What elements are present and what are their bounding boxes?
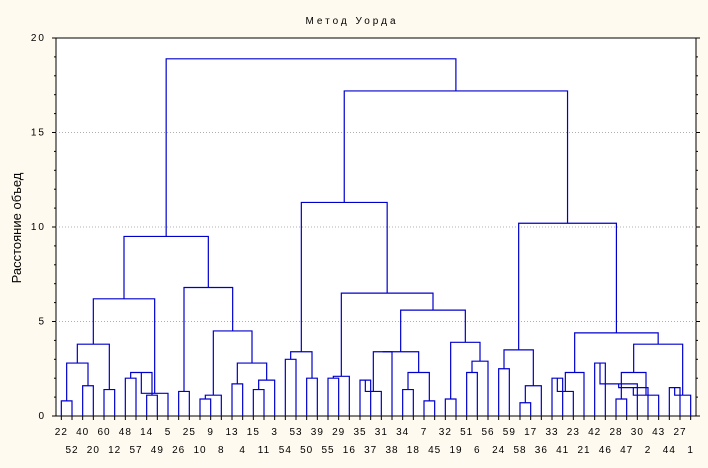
leaf-label: 47 [620, 445, 633, 456]
dendrogram-links [60, 58, 692, 416]
leaf-label: 45 [428, 445, 441, 456]
leaf-label: 5 [165, 427, 172, 438]
leaf-label: 13 [225, 427, 238, 438]
leaf-label: 2 [645, 445, 652, 456]
y-axis-label: Расстояние объед [9, 172, 24, 283]
leaf-label: 41 [556, 445, 569, 456]
leaf-label: 31 [375, 427, 388, 438]
leaf-label: 11 [258, 445, 270, 456]
leaf-label: 53 [289, 427, 302, 438]
leaf-label: 15 [247, 427, 260, 438]
leaf-label: 7 [421, 427, 428, 438]
leaf-label: 54 [279, 445, 292, 456]
y-tick-label: 0 [38, 411, 46, 422]
leaf-label: 48 [119, 427, 132, 438]
leaf-label: 28 [609, 427, 622, 438]
leaf-label: 36 [535, 445, 548, 456]
leaf-label: 33 [545, 427, 558, 438]
leaf-label: 44 [663, 445, 676, 456]
leaf-label: 9 [207, 427, 214, 438]
leaf-label: 26 [172, 445, 185, 456]
leaf-label: 39 [311, 427, 324, 438]
leaf-label: 29 [332, 427, 345, 438]
leaf-label: 37 [364, 445, 377, 456]
leaf-label: 21 [577, 445, 590, 456]
y-tick-label: 10 [31, 222, 46, 233]
leaf-label: 10 [193, 445, 206, 456]
dendrogram-link [165, 58, 457, 237]
leaf-label: 20 [87, 445, 100, 456]
leaf-label: 55 [321, 445, 334, 456]
leaf-label: 59 [503, 427, 516, 438]
plot-area [55, 37, 697, 417]
leaf-label: 3 [271, 427, 278, 438]
leaf-label: 19 [449, 445, 462, 456]
leaf-label: 60 [97, 427, 110, 438]
leaf-label: 46 [599, 445, 612, 456]
leaf-label: 22 [55, 427, 68, 438]
leaf-label: 18 [407, 445, 420, 456]
leaf-label: 16 [343, 445, 356, 456]
leaf-label: 17 [524, 427, 537, 438]
leaf-label: 4 [239, 445, 246, 456]
leaf-label: 40 [76, 427, 89, 438]
chart-title: Метод Уорда [305, 16, 398, 27]
leaf-label: 1 [687, 445, 694, 456]
leaf-label: 24 [492, 445, 505, 456]
leaf-label: 49 [151, 445, 164, 456]
leaf-labels: 2252402060124857144952625109813415113545… [55, 427, 694, 456]
leaf-label: 12 [108, 445, 121, 456]
leaf-label: 38 [385, 445, 398, 456]
y-tick-label: 15 [31, 128, 46, 139]
leaf-label: 25 [183, 427, 196, 438]
leaf-label: 30 [631, 427, 644, 438]
dendrogram-link [372, 351, 393, 416]
leaf-label: 43 [652, 427, 665, 438]
leaf-label: 14 [140, 427, 153, 438]
y-tick-label: 5 [38, 317, 46, 328]
leaf-label: 50 [300, 445, 313, 456]
leaf-label: 8 [218, 445, 225, 456]
leaf-label: 34 [396, 427, 409, 438]
y-axis-ticks: 0 5 10 15 20 [31, 33, 700, 422]
y-tick-label: 20 [31, 33, 46, 44]
x-axis-ticks [60, 416, 692, 420]
leaf-label: 56 [481, 427, 494, 438]
leaf-label: 32 [439, 427, 452, 438]
leaf-label: 58 [513, 445, 526, 456]
leaf-label: 52 [65, 445, 78, 456]
leaf-label: 6 [474, 445, 481, 456]
leaf-label: 42 [588, 427, 601, 438]
leaf-label: 23 [567, 427, 580, 438]
leaf-label: 27 [673, 427, 686, 438]
leaf-label: 35 [353, 427, 366, 438]
leaf-label: 51 [460, 427, 473, 438]
leaf-label: 57 [129, 445, 142, 456]
dendrogram-link [382, 351, 420, 373]
